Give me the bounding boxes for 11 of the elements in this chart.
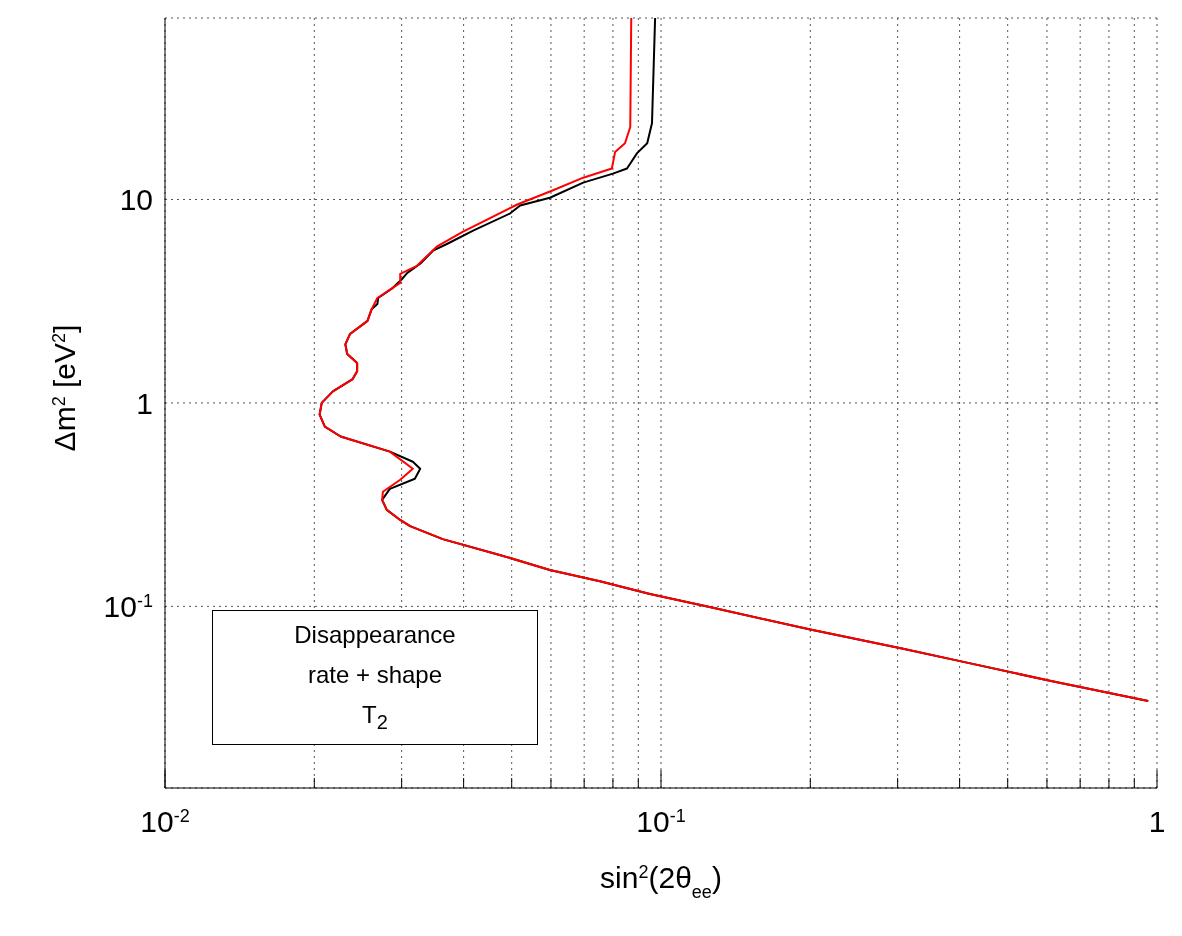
annotation: Disappearance: [294, 621, 456, 649]
y-tick-label: 1: [136, 386, 153, 420]
annotation: rate + shape: [307, 661, 443, 689]
annotation: T$_{2}$: [362, 701, 388, 733]
y-tick-label: 10: [119, 183, 153, 217]
x-tick-label: 10$^{-1}$: [636, 805, 686, 838]
y-tick-label: 10$^{-1}$: [103, 590, 153, 624]
x-tick-label: 1: [1148, 805, 1166, 838]
text-box: Disappearance rate + shape T$_{2}$: [212, 610, 538, 745]
x-tick-label: 10$^{-2}$: [140, 805, 190, 838]
x-axis-title: sin$^{2}$(2θ$_{ee}$): [600, 861, 722, 902]
